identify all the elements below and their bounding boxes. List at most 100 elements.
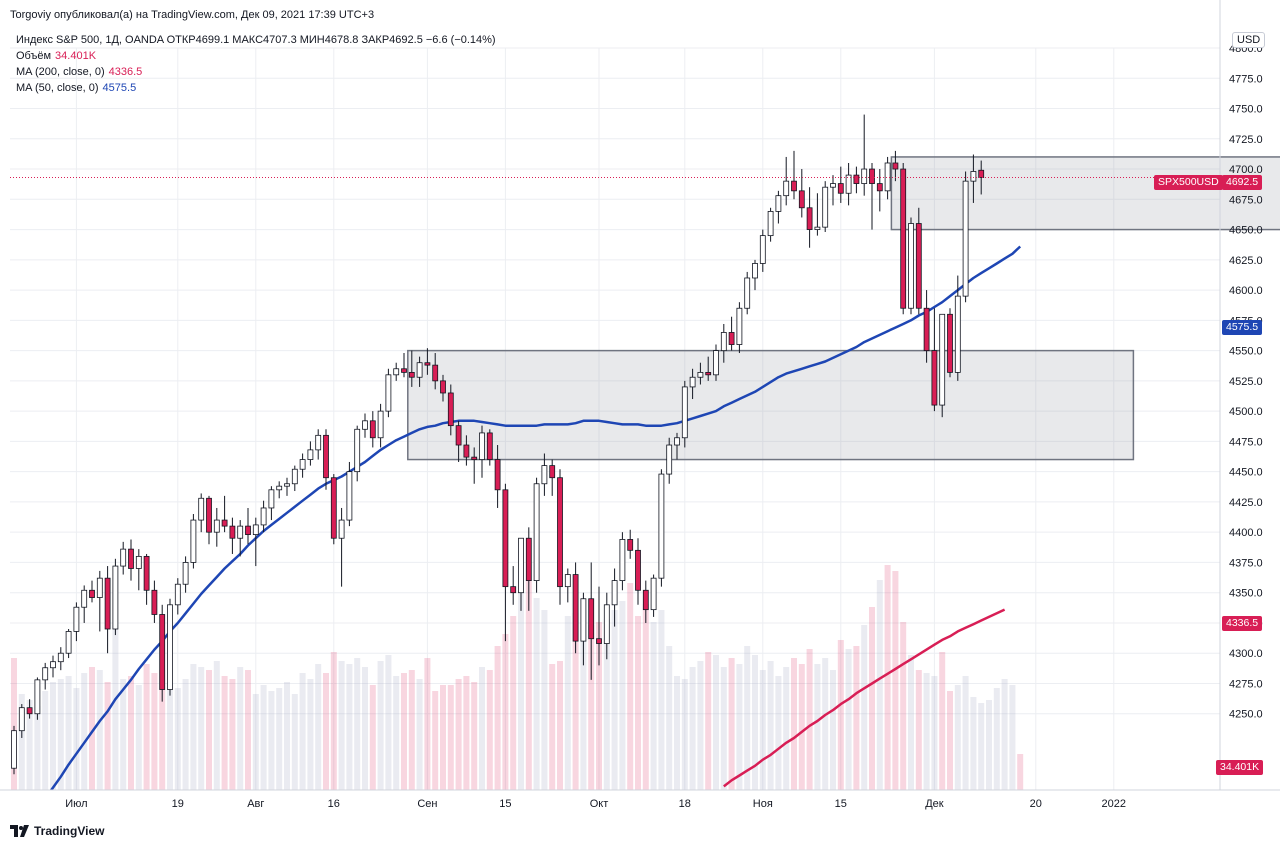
candle-body bbox=[432, 364, 439, 382]
volume-bar bbox=[338, 661, 345, 790]
volume-bar bbox=[635, 616, 641, 790]
candle-body bbox=[580, 598, 587, 642]
volume-bar bbox=[494, 646, 501, 790]
candle bbox=[892, 150, 899, 182]
candle-body bbox=[120, 548, 127, 567]
candle-body bbox=[635, 549, 641, 591]
candle-body bbox=[89, 589, 95, 598]
candle bbox=[915, 207, 922, 315]
volume-bar bbox=[393, 676, 400, 790]
candle bbox=[557, 469, 563, 605]
volume-bar bbox=[50, 682, 56, 790]
volume-bar bbox=[720, 667, 727, 790]
volume-bar bbox=[245, 670, 251, 790]
volume-bar bbox=[73, 688, 80, 790]
volume-bar bbox=[837, 640, 844, 790]
volume-bar bbox=[18, 694, 25, 790]
candle bbox=[736, 302, 743, 354]
ma200-price-tag: 4336.5 bbox=[1222, 616, 1263, 631]
candle bbox=[229, 517, 236, 554]
candle bbox=[128, 539, 134, 581]
volume-bar bbox=[307, 679, 314, 790]
y-tick-label: 4450.0 bbox=[1229, 467, 1263, 479]
candle-body bbox=[697, 371, 704, 378]
candle-body bbox=[728, 332, 735, 345]
candle-body bbox=[853, 174, 860, 184]
volume-bar bbox=[791, 658, 797, 790]
volume-bar bbox=[596, 622, 602, 790]
candle-body bbox=[611, 580, 618, 606]
volume-bar bbox=[229, 679, 236, 790]
volume-bar bbox=[806, 649, 813, 790]
legend-ma50[interactable]: MA (50, close, 0) 4575.5 bbox=[16, 82, 136, 94]
candle-body bbox=[588, 598, 595, 640]
candles-layer bbox=[11, 114, 985, 775]
volume-bar bbox=[689, 667, 696, 790]
candle bbox=[315, 429, 322, 460]
candle bbox=[697, 362, 704, 385]
volume-bar bbox=[455, 679, 462, 790]
candle bbox=[619, 532, 626, 591]
candle bbox=[830, 175, 836, 206]
volume-bar bbox=[502, 634, 509, 790]
x-tick-label: Сен bbox=[417, 798, 437, 810]
volume-bar bbox=[697, 661, 704, 790]
candle-body bbox=[978, 169, 985, 178]
y-tick-label: 4275.0 bbox=[1229, 678, 1263, 690]
candle bbox=[494, 445, 501, 508]
volume-bar bbox=[260, 685, 267, 790]
candle-body bbox=[627, 539, 634, 551]
y-tick-label: 4725.0 bbox=[1229, 134, 1263, 146]
volume-bar bbox=[822, 658, 829, 790]
tradingview-logo[interactable]: TradingView bbox=[10, 824, 104, 838]
candle bbox=[713, 344, 719, 381]
candle bbox=[666, 437, 673, 484]
volume-bar bbox=[252, 694, 259, 790]
candle bbox=[783, 156, 790, 206]
candle-body bbox=[237, 525, 244, 539]
candle-body bbox=[962, 180, 969, 297]
volume-bar bbox=[151, 673, 158, 790]
currency-button[interactable]: USD bbox=[1232, 32, 1266, 48]
candle bbox=[237, 520, 244, 557]
candle bbox=[81, 585, 88, 623]
y-tick-label: 4750.0 bbox=[1229, 104, 1263, 116]
candle bbox=[962, 171, 969, 303]
candle-body bbox=[954, 295, 961, 373]
candle bbox=[323, 429, 329, 490]
candle-body bbox=[34, 679, 41, 715]
x-tick-label: 2022 bbox=[1102, 798, 1126, 810]
candle-body bbox=[814, 226, 821, 230]
candle bbox=[728, 316, 735, 351]
candle bbox=[869, 162, 875, 230]
candle-body bbox=[744, 277, 751, 309]
candle bbox=[853, 166, 860, 194]
legend-volume[interactable]: Объём 34.401K bbox=[16, 50, 96, 62]
volume-bar bbox=[603, 619, 610, 790]
ma200-line bbox=[723, 608, 1006, 788]
volume-bar bbox=[767, 661, 774, 790]
y-tick-label: 4675.0 bbox=[1229, 194, 1263, 206]
volume-bar bbox=[1017, 754, 1024, 790]
volume-bar bbox=[34, 706, 41, 790]
candle bbox=[307, 441, 314, 466]
volume-bar bbox=[65, 676, 72, 790]
legend-ma200[interactable]: MA (200, close, 0) 4336.5 bbox=[16, 66, 142, 78]
candle bbox=[752, 259, 758, 291]
candle bbox=[908, 217, 914, 315]
candle-body bbox=[767, 211, 774, 237]
candle-body bbox=[502, 489, 509, 588]
candle bbox=[416, 356, 423, 387]
candle bbox=[533, 477, 540, 593]
candle bbox=[455, 420, 462, 462]
y-tick-label: 4600.0 bbox=[1229, 285, 1263, 297]
y-tick-label: 4250.0 bbox=[1229, 709, 1263, 721]
volume-bar bbox=[174, 688, 181, 790]
candle-body bbox=[18, 707, 25, 732]
volume-bar bbox=[549, 664, 556, 790]
candle bbox=[658, 469, 665, 587]
volume-bar bbox=[463, 676, 470, 790]
candle bbox=[260, 500, 267, 533]
volume-bar bbox=[167, 682, 173, 790]
